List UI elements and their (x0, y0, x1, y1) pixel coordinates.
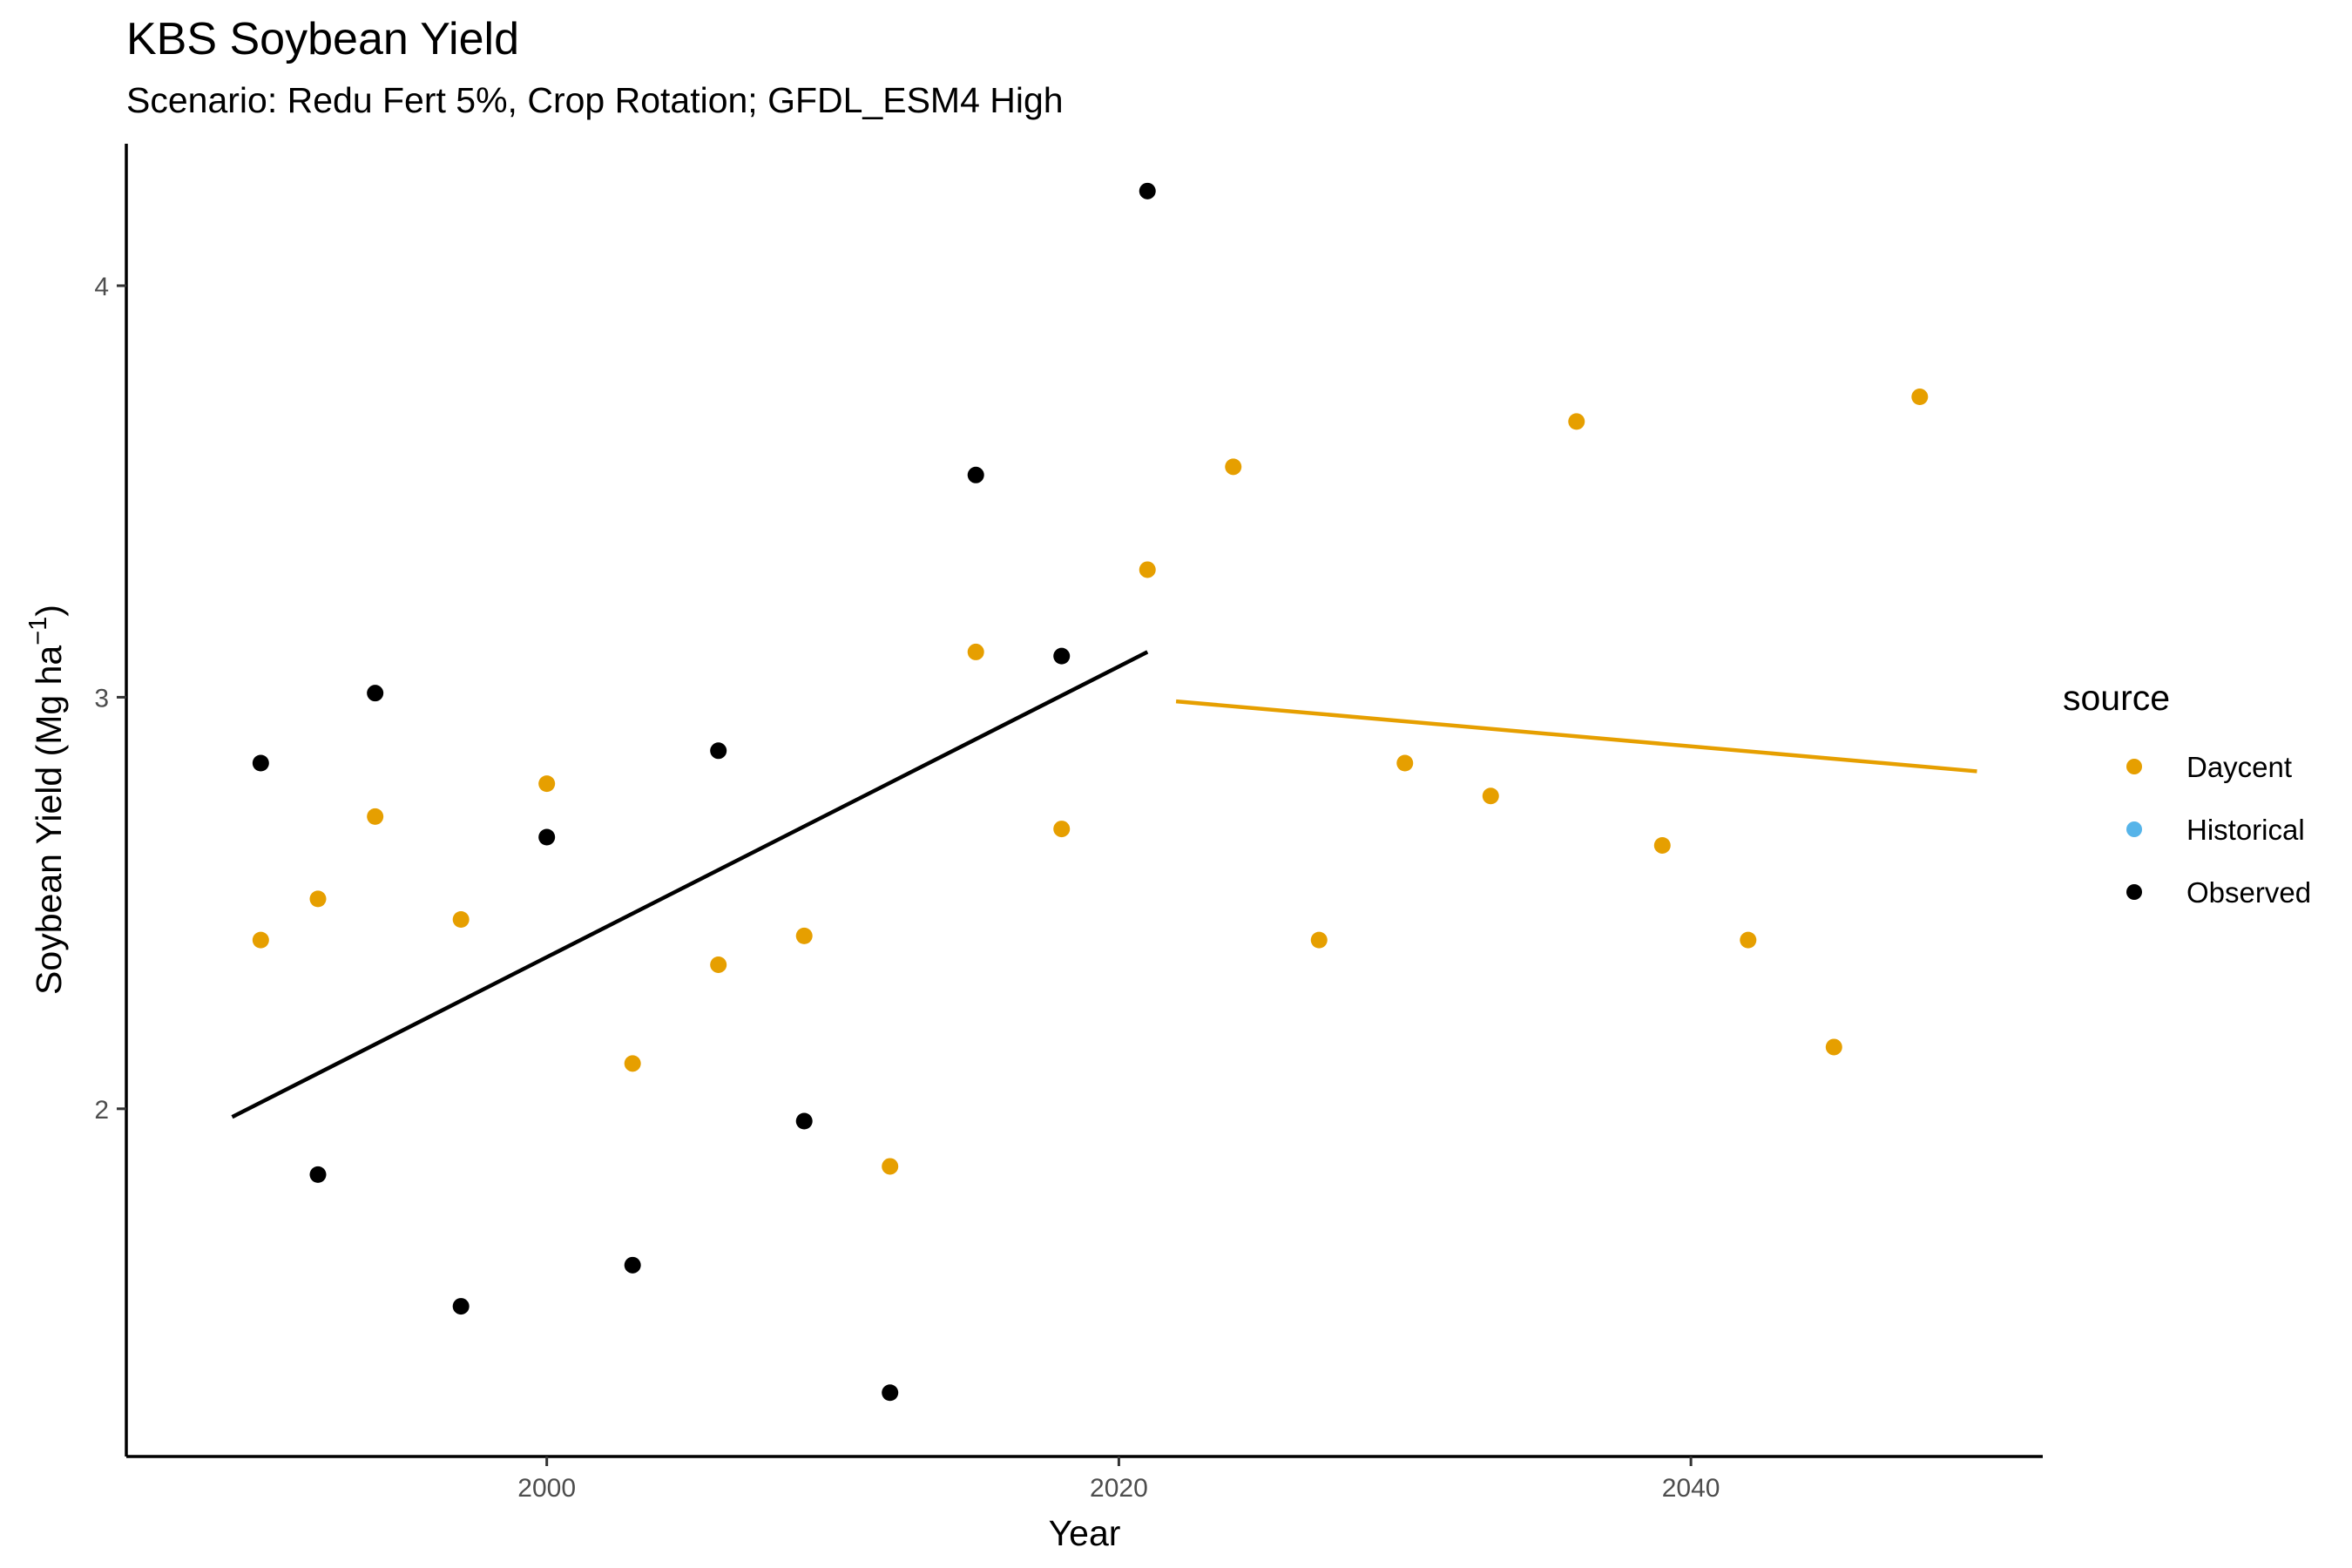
observed-point-10 (1053, 647, 1071, 665)
legend-key-historical (2126, 821, 2142, 837)
legend-label-historical: Historical (2186, 814, 2305, 846)
legend: source Daycent Historical Observed (2063, 678, 2311, 909)
observed-point-2 (367, 685, 384, 702)
daycent-point-7 (795, 927, 813, 944)
daycent-point-9 (967, 643, 984, 660)
y-axis-title: Soybean Yield (Mg ha−1) (24, 605, 69, 995)
daycent-point-8 (882, 1158, 899, 1175)
daycent-point-16 (1568, 413, 1585, 430)
legend-label-daycent: Daycent (2186, 751, 2292, 783)
observed-point-11 (1139, 182, 1156, 199)
legend-key-daycent (2126, 759, 2142, 774)
x-tick-label-2000: 2000 (517, 1474, 576, 1503)
daycent-point-20 (1911, 389, 1929, 406)
daycent-point-11 (1139, 561, 1156, 578)
x-tick-label-2020: 2020 (1090, 1474, 1148, 1503)
observed-point-7 (795, 1112, 813, 1130)
x-axis-title: Year (1049, 1513, 1121, 1553)
y-axis-title-superscript: −1 (24, 617, 52, 645)
observed-point-5 (624, 1256, 641, 1274)
y-tick-label-4: 4 (94, 273, 109, 301)
daycent-point-17 (1653, 836, 1671, 854)
chart-title: KBS Soybean Yield (126, 14, 519, 64)
observed-point-9 (967, 466, 984, 483)
legend-key-observed (2126, 884, 2142, 900)
legend-title: source (2063, 678, 2170, 718)
observed-point-6 (710, 742, 727, 760)
x-tick-label-2040: 2040 (1662, 1474, 1720, 1503)
daycent-point-2 (367, 808, 384, 825)
daycent-point-18 (1740, 931, 1757, 949)
daycent-point-13 (1310, 931, 1328, 949)
axis-ticks: 2000 2020 2040 2 3 4 (94, 273, 1720, 1503)
daycent-point-10 (1053, 821, 1071, 838)
observed-point-4 (538, 828, 556, 846)
daycent-point-12 (1225, 458, 1242, 476)
y-axis-title-main: Soybean Yield (Mg ha (29, 645, 69, 995)
daycent-point-1 (309, 890, 327, 908)
daycent-trend-line (1175, 699, 1977, 774)
observed-trend-line (231, 650, 1149, 1119)
daycent-point-6 (710, 956, 727, 973)
plot-area (231, 182, 1977, 1402)
observed-point-1 (309, 1166, 327, 1183)
observed-point-3 (452, 1298, 470, 1315)
y-tick-label-2: 2 (94, 1096, 109, 1125)
daycent-point-15 (1482, 787, 1499, 805)
daycent-point-19 (1825, 1038, 1842, 1056)
daycent-point-4 (538, 775, 556, 793)
observed-point-8 (882, 1384, 899, 1402)
observed-point-0 (252, 754, 269, 772)
legend-label-observed: Observed (2186, 876, 2311, 909)
y-axis-title-close: ) (29, 605, 69, 617)
daycent-point-5 (624, 1055, 641, 1072)
daycent-point-3 (452, 911, 470, 928)
chart-subtitle: Scenario: Redu Fert 5%, Crop Rotation; G… (126, 80, 1064, 120)
daycent-point-0 (252, 931, 269, 949)
y-tick-label-3: 3 (94, 684, 109, 713)
daycent-point-14 (1396, 754, 1414, 772)
